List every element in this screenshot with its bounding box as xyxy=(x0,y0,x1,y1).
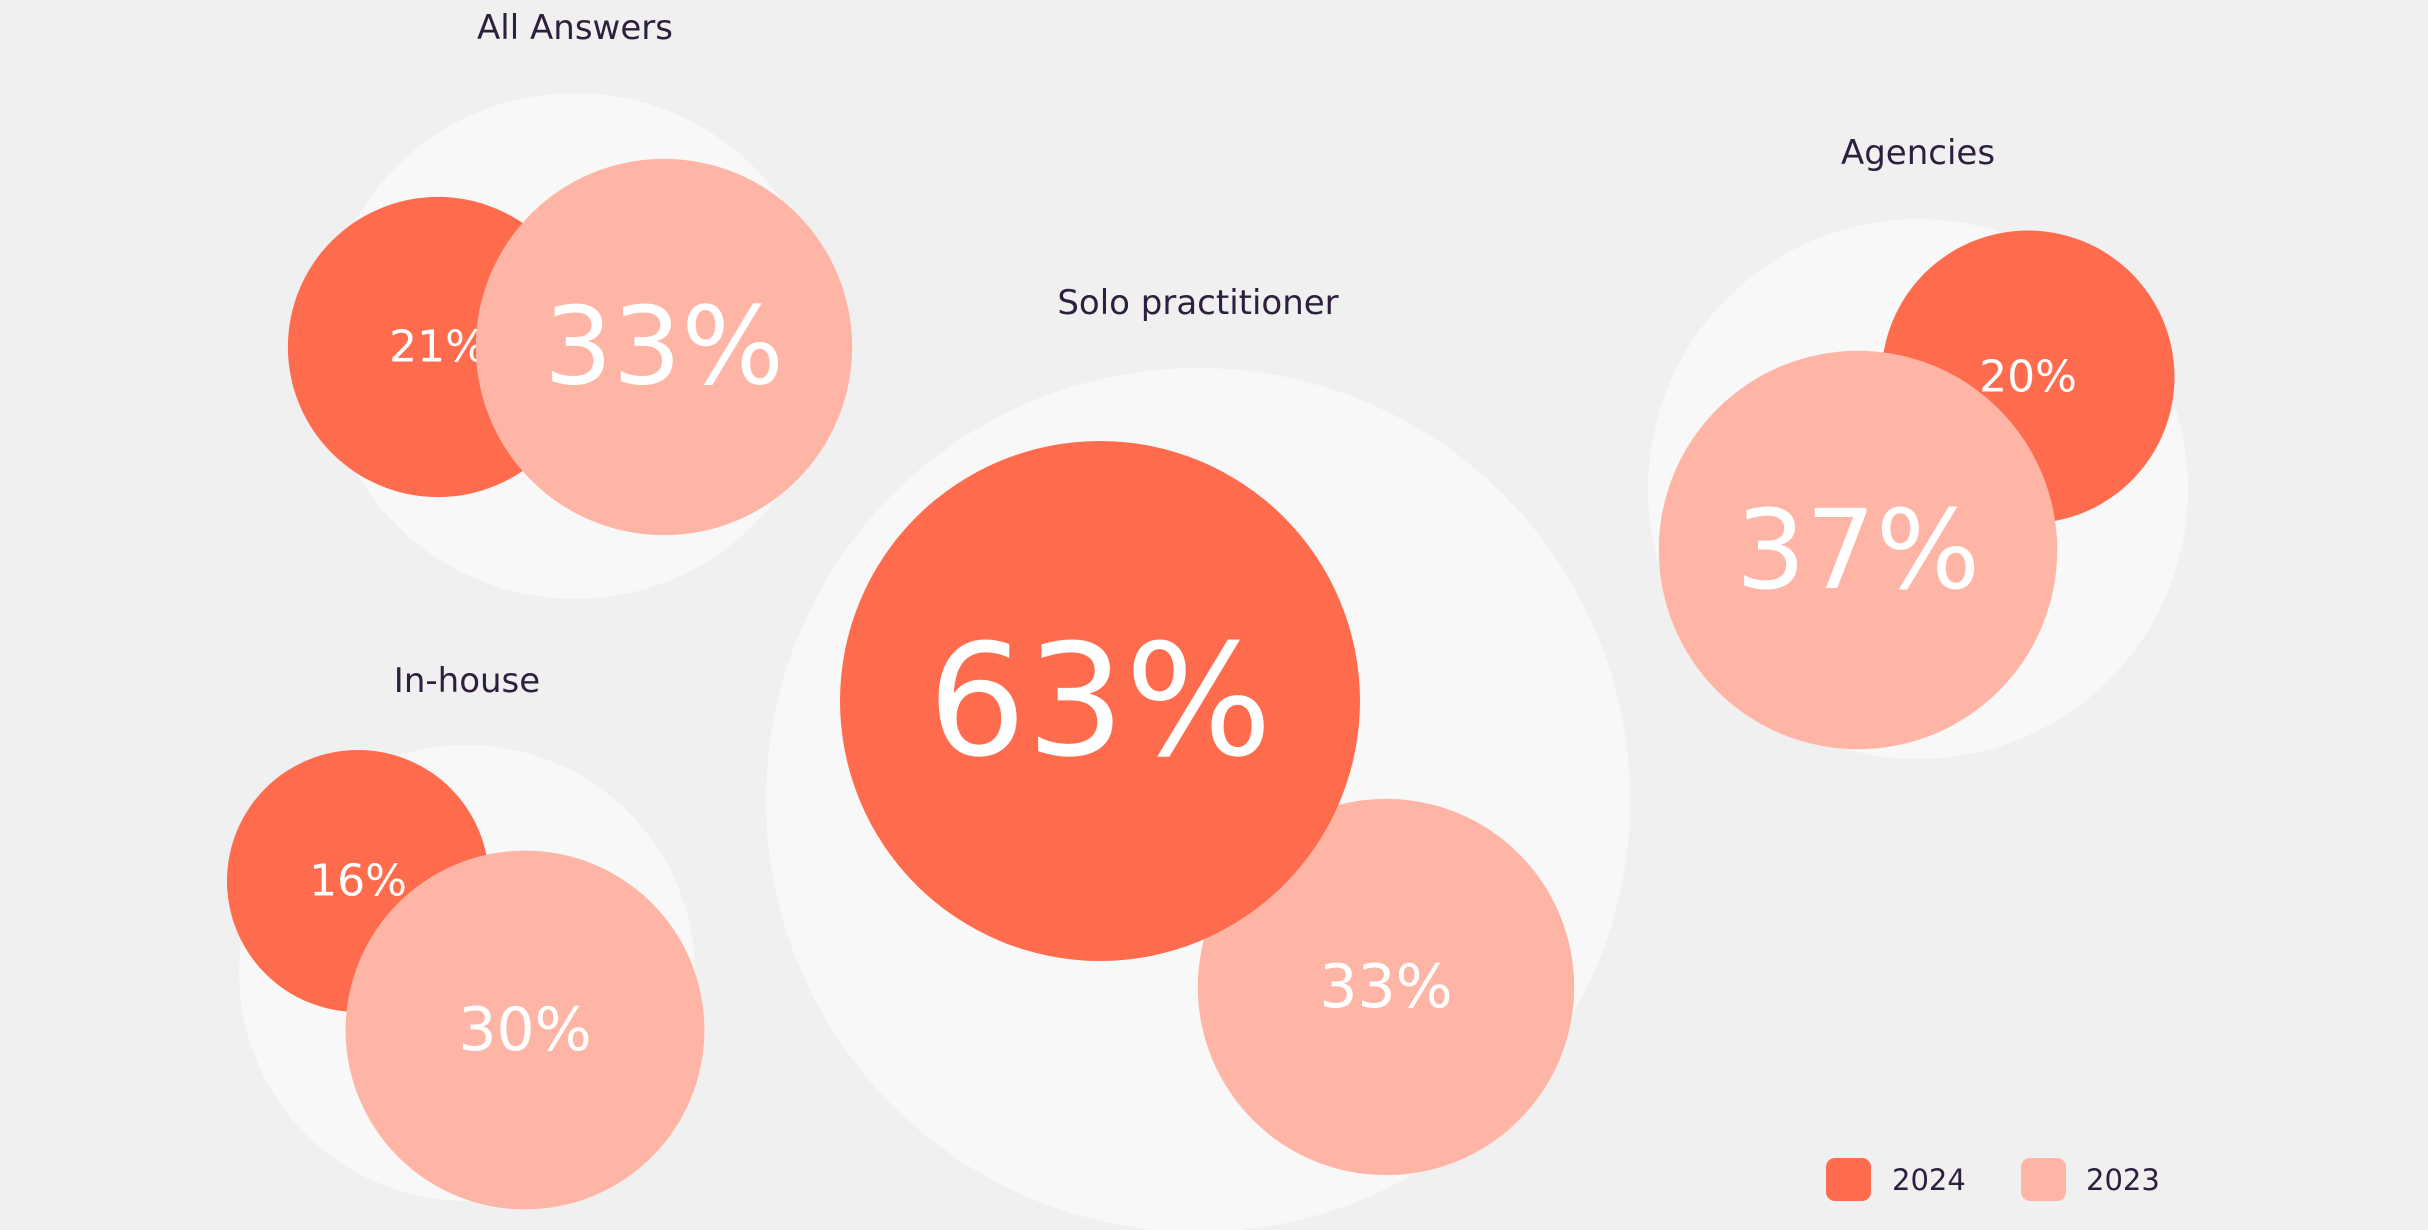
group-in-house: In-house 16% 30% xyxy=(226,661,705,1210)
bubble-2023-agencies xyxy=(1658,350,2058,750)
group-agencies: Agencies 20% 37% xyxy=(1648,133,2188,759)
group-title-solo-practitioner: Solo practitioner xyxy=(1057,283,1338,323)
value-label-2024-agencies: 20% xyxy=(1979,352,2077,403)
legend-swatch-2024 xyxy=(1826,1158,1871,1201)
value-label-2024-all-answers: 21% xyxy=(389,322,487,373)
bubble-2023-in-house xyxy=(345,850,705,1210)
group-title-agencies: Agencies xyxy=(1841,133,1995,173)
value-label-2023-all-answers: 33% xyxy=(544,285,784,410)
legend: 2024 2023 xyxy=(1826,1158,2160,1201)
bubble-2023-all-answers xyxy=(475,158,853,536)
bubble-2024-solo-practitioner xyxy=(840,441,1360,961)
group-all-answers: All Answers 21% 33% xyxy=(287,8,853,599)
group-title-in-house: In-house xyxy=(394,661,540,701)
bubble-2023-solo-practitioner xyxy=(1197,798,1575,1176)
legend-label-2024: 2024 xyxy=(1892,1163,1966,1197)
group-title-all-answers: All Answers xyxy=(477,8,673,48)
value-label-2023-in-house: 30% xyxy=(458,995,591,1065)
value-label-2024-in-house: 16% xyxy=(309,856,407,907)
value-label-2023-solo-practitioner: 33% xyxy=(1319,952,1452,1022)
group-solo-practitioner: Solo practitioner 33% 63% xyxy=(766,283,1630,1230)
legend-label-2023: 2023 xyxy=(2086,1163,2160,1197)
value-label-2023-agencies: 37% xyxy=(1736,486,1981,614)
value-label-2024-solo-practitioner: 63% xyxy=(928,611,1273,792)
legend-swatch-2023 xyxy=(2021,1158,2066,1201)
